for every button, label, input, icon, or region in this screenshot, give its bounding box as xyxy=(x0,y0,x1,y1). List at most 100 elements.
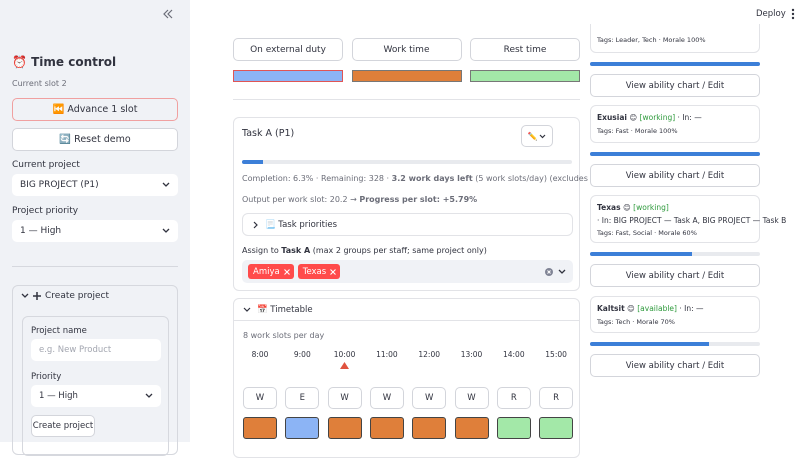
ability-button[interactable]: View ability chart / Edit xyxy=(590,74,760,97)
name-label: Project name xyxy=(31,326,87,336)
legend-swatch xyxy=(470,70,580,82)
task-progress-bar xyxy=(242,160,263,164)
create-button[interactable]: Create project xyxy=(31,415,95,437)
assign-multiselect[interactable]: Amiya Texas xyxy=(242,260,573,283)
staff-assignment: · In: BIG PROJECT — Task A, BIG PROJECT … xyxy=(597,215,787,225)
slot-code: R xyxy=(496,387,531,409)
ability-button[interactable]: View ability chart / Edit xyxy=(590,354,760,377)
advance-button[interactable]: ⏮️ Advance 1 slot xyxy=(12,98,178,121)
task-progress-track xyxy=(242,160,572,164)
tag-remove[interactable] xyxy=(330,268,337,275)
legend-button[interactable]: Work time xyxy=(351,38,462,61)
current-slot: Current slot 2 xyxy=(12,79,67,88)
legend-button[interactable]: Rest time xyxy=(470,38,580,61)
priorities-expander[interactable]: 📃 Task priorities xyxy=(242,213,573,236)
ability-button[interactable]: View ability chart / Edit xyxy=(590,164,760,187)
text-segment: Exusiai xyxy=(597,113,627,122)
morale-bar xyxy=(590,342,709,346)
slot-swatch xyxy=(454,417,489,439)
text-segment: · In: — xyxy=(675,113,702,122)
task-title: Task A (P1) xyxy=(242,128,295,139)
morale-track xyxy=(590,62,760,66)
staff-tags: Tags: Tech · Morale 70% xyxy=(597,317,675,326)
morale-bar xyxy=(590,62,760,66)
morale-track xyxy=(590,342,760,346)
text-segment: 3.2 work days left xyxy=(391,174,473,183)
clear-icon[interactable] xyxy=(545,268,553,276)
text-segment: [working] xyxy=(633,203,669,212)
assigned-tag[interactable]: Amiya xyxy=(248,264,294,279)
header: Deploy xyxy=(190,0,806,24)
text-segment: [working] xyxy=(639,113,676,122)
text-segment: Texas xyxy=(597,203,621,212)
slot-swatch xyxy=(412,417,447,439)
legend-button[interactable]: On external duty xyxy=(233,38,343,61)
project-select[interactable]: BIG PROJECT (P1) xyxy=(12,174,178,196)
create-form: Project name e.g. New Product Priority 1… xyxy=(22,316,169,456)
menu-icon[interactable] xyxy=(791,8,795,20)
slot-code: W xyxy=(369,387,404,409)
chevron xyxy=(162,228,170,233)
ability-button[interactable]: View ability chart / Edit xyxy=(590,264,760,287)
chevron xyxy=(253,221,258,228)
chevron xyxy=(558,269,566,274)
staff-card: Tags: Leader, Tech · Morale 100% xyxy=(590,0,760,53)
text-segment: 😊 xyxy=(620,203,634,212)
legend-swatch xyxy=(233,70,343,82)
slot-code: W xyxy=(243,387,277,409)
slot-swatch xyxy=(327,417,362,439)
slot-code: W xyxy=(327,387,362,409)
staff-tags: Tags: Leader, Tech · Morale 100% xyxy=(597,36,706,44)
text-segment: Progress per slot: +5.79% xyxy=(359,195,478,204)
deploy-button[interactable]: Deploy xyxy=(756,9,786,19)
tag-remove[interactable] xyxy=(283,268,290,275)
name-input[interactable]: e.g. New Product xyxy=(31,339,161,361)
morale-bar xyxy=(590,252,692,256)
slot-time: 8:00 xyxy=(251,350,269,359)
priority-value: 1 — High xyxy=(20,226,62,236)
edit-button[interactable]: ✏️ xyxy=(521,125,553,147)
project-value: BIG PROJECT (P1) xyxy=(20,180,99,190)
staff-card: Texas 😊 [working] · In: BIG PROJECT — Tas… xyxy=(590,195,787,243)
slot-time: 11:00 xyxy=(376,350,398,359)
staff-tags: Tags: Fast · Morale 100% xyxy=(597,126,678,135)
morale-track xyxy=(590,252,760,256)
staff-name: Kaltsit 😊 [available] · In: — xyxy=(597,303,753,316)
slot-time: 15:00 xyxy=(545,350,567,359)
slot-code: W xyxy=(454,387,489,409)
current-slot-marker xyxy=(340,362,350,369)
morale-bar xyxy=(590,152,760,156)
text-segment: 😊 xyxy=(626,113,640,122)
create-expander: Create project Project name e.g. New Pro… xyxy=(12,285,178,456)
divider xyxy=(12,266,178,267)
staff-card: Exusiai 😊 [working] · In: — Tags: Fast · … xyxy=(590,105,760,143)
form-priority-label: Priority xyxy=(31,372,62,382)
create-expander-header[interactable]: Create project xyxy=(21,291,109,301)
main: On external duty Work time Rest time Task … xyxy=(190,0,806,458)
tag-label: Texas xyxy=(302,266,327,277)
assign-label: Assign to Task A (max 2 groups per staff… xyxy=(242,246,487,255)
text-segment: (5 work slots/day) (excludes staff in fo… xyxy=(472,174,667,183)
slot-swatch xyxy=(496,417,531,439)
slot-swatch xyxy=(539,417,574,439)
timetable-header[interactable]: 📅 Timetable xyxy=(234,299,579,321)
form-priority-select[interactable]: 1 — High xyxy=(31,385,161,407)
text-segment: Assign to xyxy=(242,246,282,255)
text-segment: · In: — xyxy=(676,304,704,313)
staff-name: Texas 😊 [working] xyxy=(597,202,753,215)
collapse-sidebar[interactable] xyxy=(163,9,173,19)
sidebar-title: ⏰ Time control xyxy=(12,55,117,69)
priority-select[interactable]: 1 — High xyxy=(12,220,178,242)
staff-card: Kaltsit 😊 [available] · In: — Tags: Tech … xyxy=(590,296,760,333)
tag-label: Amiya xyxy=(253,266,280,277)
current-slot-value: 2 xyxy=(61,79,67,88)
text-segment: Task A xyxy=(281,246,311,255)
reset-button[interactable]: 🔄 Reset demo xyxy=(12,128,178,151)
staff-tags: Tags: Fast, Social · Morale 60% xyxy=(597,229,697,237)
form-priority-value: 1 — High xyxy=(39,391,78,401)
slot-time: 10:00 xyxy=(333,350,356,359)
assigned-tag[interactable]: Texas xyxy=(297,264,341,279)
slot-swatch xyxy=(243,417,277,439)
create-expander-title: Create project xyxy=(45,291,110,301)
